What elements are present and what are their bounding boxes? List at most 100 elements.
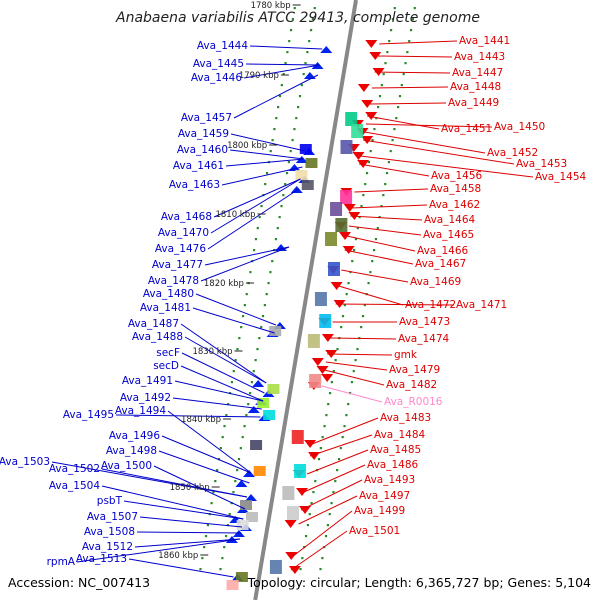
track-dot [397,106,400,109]
track-dot [400,84,403,87]
track-dot [286,51,289,54]
gene-label: Ava_1444 [197,40,249,52]
leader-line [139,516,243,528]
leader-line [360,155,534,178]
gene-arrow [320,46,333,53]
track-dot [313,7,316,10]
gene-label: Ava_1443 [454,51,505,63]
track-dot [299,568,302,571]
gene-arrow [357,160,370,168]
track-dot [291,18,295,21]
track-dot [351,260,354,263]
leader-lines-layer [51,40,534,578]
leader-line [324,369,385,386]
track-dot [241,315,245,318]
track-dot [271,139,274,142]
gene-label: psbT [97,495,123,507]
track-dot [273,128,276,131]
accession-text: Accession: NC_007413 [8,575,150,590]
track-dot [393,7,396,10]
gene-arrow [316,366,329,374]
track-dot [328,513,331,516]
leader-line [363,139,515,165]
track-dot [284,62,287,65]
gene-features-layer [225,40,385,590]
track-dot [371,139,374,142]
track-dot [308,40,311,43]
leader-line [327,353,393,356]
track-dot [288,40,291,43]
track-dot [212,491,215,494]
leader-line [76,538,241,563]
track-dot [252,370,255,373]
gene-arrow [284,520,297,528]
leader-line [167,410,252,474]
track-dot [382,194,385,197]
track-dot [300,84,303,87]
track-dot [219,568,222,571]
leader-line [329,337,397,340]
gene-label: Ava_1498 [106,445,157,457]
genome-backbone-layer [199,0,416,601]
track-dot [337,458,341,461]
track-dot [365,172,369,175]
gene-box [314,292,327,306]
track-dot [240,326,243,329]
leader-line [233,74,319,119]
track-dot [221,436,224,439]
track-dot [389,29,393,32]
gene-box [236,520,249,530]
gene-box [257,398,270,408]
track-dot [373,128,376,131]
leader-line [344,249,414,265]
track-dot [374,238,378,241]
gene-box [282,486,295,500]
track-dot [291,139,294,142]
track-dot [260,326,263,329]
gene-box [307,334,320,348]
track-dot [325,414,328,417]
gene-label: Ava_1502 [49,463,100,475]
leader-line [115,414,261,418]
gene-box [269,560,282,574]
leader-line [195,293,277,326]
genome-title: Anabaena variabilis ATCC 29413, complete… [115,10,480,26]
gene-box [286,506,299,520]
gene-label: Ava_1463 [169,179,220,191]
track-dot [341,436,344,439]
track-dot [228,513,231,516]
gene-labels-layer: Ava_1444 Ava_1445 Ava_1446 Ava_1457 Ava_1459… [0,35,587,568]
track-dot [362,194,365,197]
track-dot [304,535,308,538]
track-dot [214,480,217,483]
track-dot [258,337,261,340]
track-dot [345,414,348,417]
track-dot [393,128,396,131]
gene-label: Ava_1460 [177,144,228,156]
track-dot [352,370,355,373]
gene-label: Ava_1513 [76,553,127,565]
track-dot [378,216,381,219]
leader-line [346,235,416,252]
gene-label: Ava_1468 [161,211,212,223]
gene-label: Ava_1479 [389,364,440,376]
gene-label: Ava_1471 [456,299,507,311]
gene-arrow [357,84,370,92]
leader-line [213,178,301,218]
track-dot [282,73,285,76]
track-dot [339,447,342,450]
track-dot [353,249,356,252]
track-dot [411,18,415,21]
gene-label: Ava_1449 [448,97,499,109]
kbp-label: 1800 kbp [227,141,267,151]
track-dot [234,359,237,362]
gene-label: Ava_1450 [494,121,545,133]
leader-line [210,178,301,234]
track-dot [304,62,307,65]
track-dot [388,40,391,43]
gene-arrow [321,334,334,342]
track-dot [247,403,250,406]
leader-line [354,188,429,193]
track-dot [223,425,226,428]
